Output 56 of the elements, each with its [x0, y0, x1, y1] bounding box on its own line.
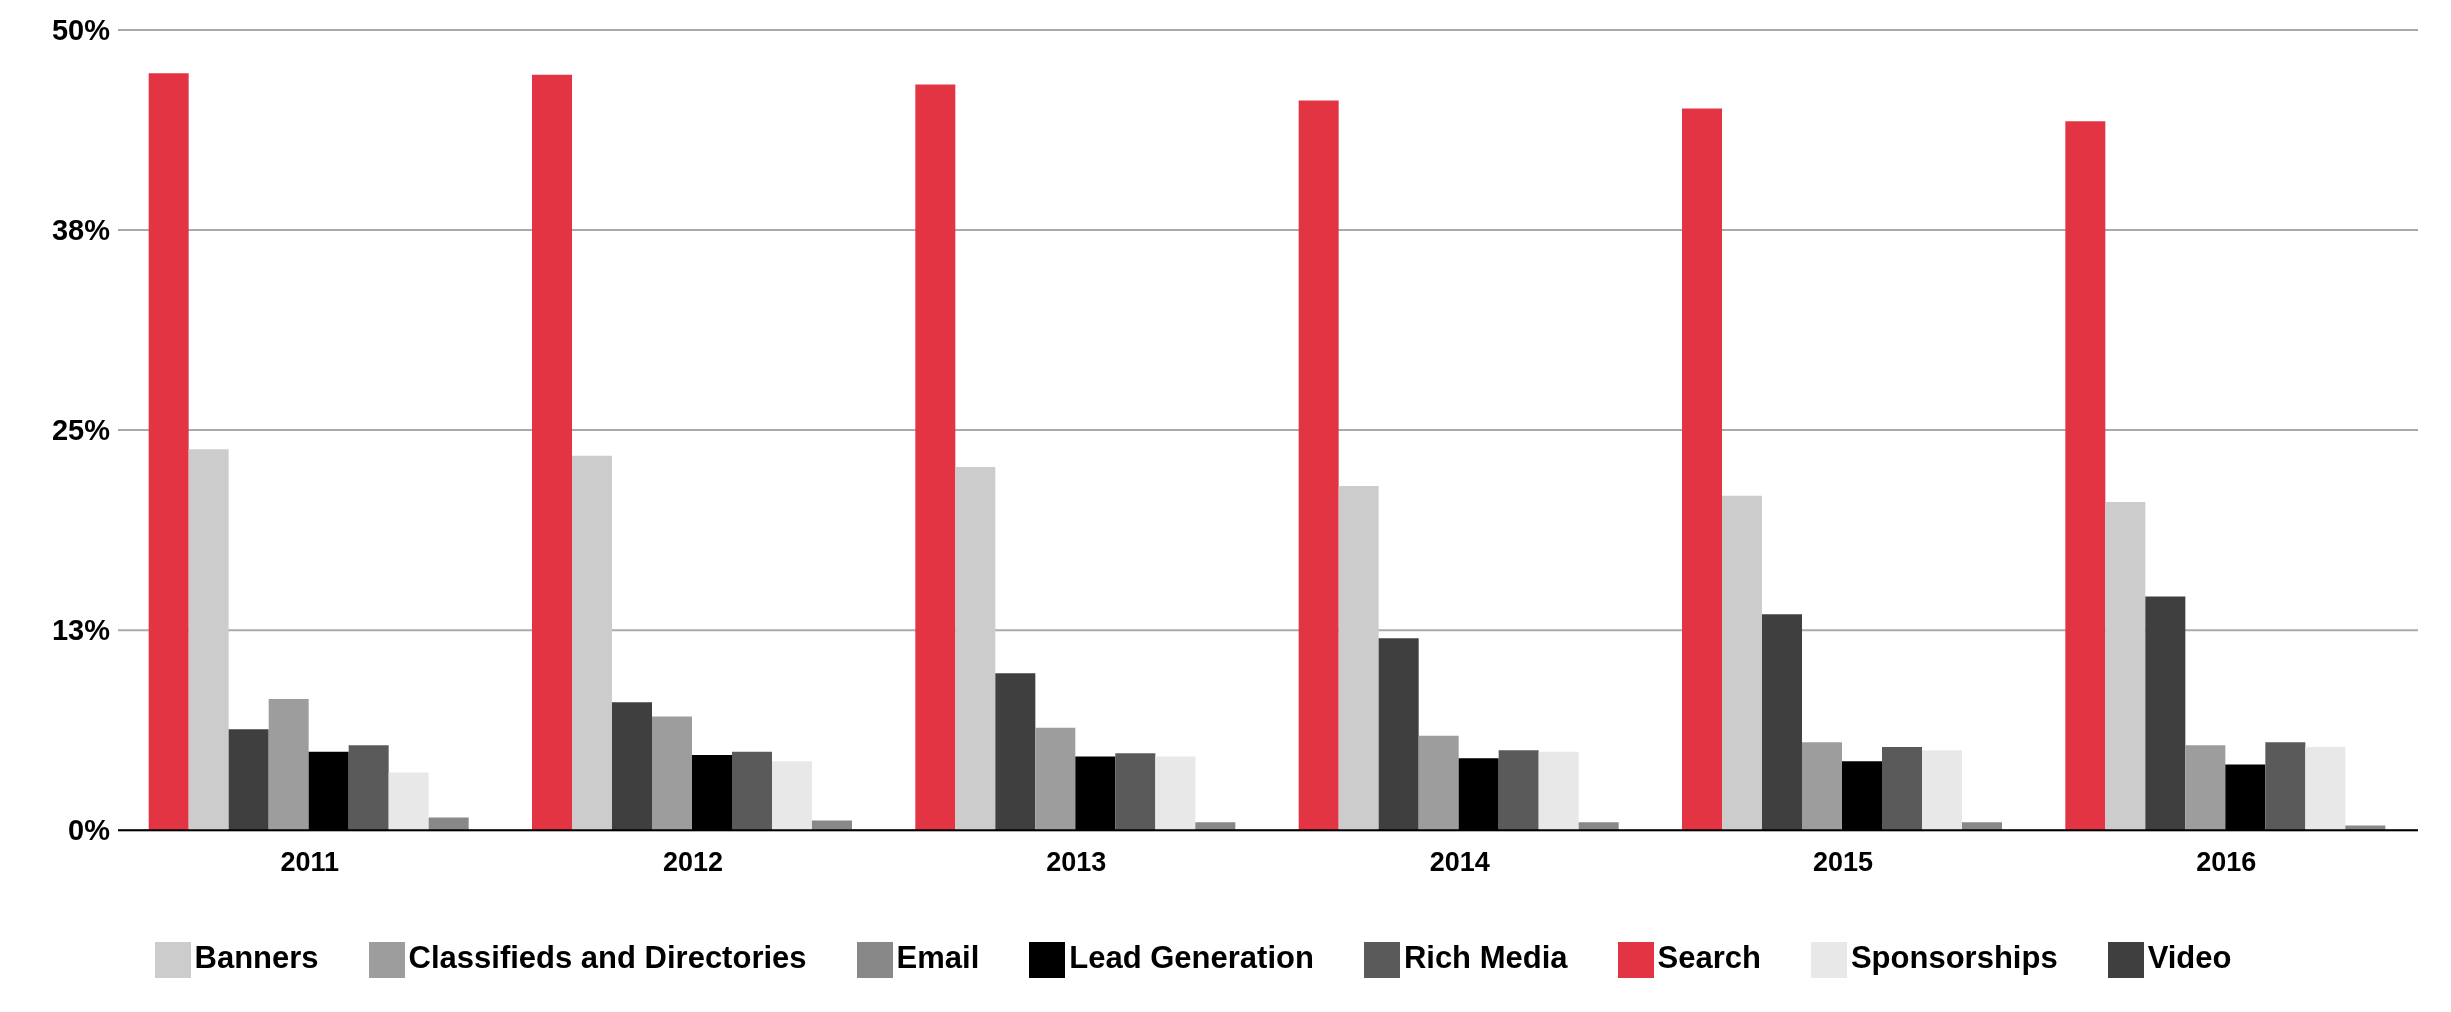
legend-label: Lead Generation: [1069, 940, 1314, 976]
bar: [915, 84, 956, 831]
legend-label: Video: [2147, 940, 2232, 976]
legend-label: Classifieds and Directories: [408, 940, 807, 976]
y-tick-label: 25%: [51, 414, 111, 447]
bar: [612, 702, 652, 831]
bar: [1498, 750, 1539, 831]
bar: [1722, 495, 1762, 831]
x-tick-label: 2011: [280, 847, 339, 878]
bar: [2185, 745, 2226, 831]
legend-label: Banners: [194, 940, 319, 976]
bar: [772, 761, 812, 831]
x-tick-label: 2012: [662, 847, 724, 878]
bar: [995, 673, 1036, 831]
bar: [1418, 735, 1459, 831]
bar: [268, 698, 309, 831]
bar: [1882, 746, 1922, 831]
y-tick-label: 50%: [51, 14, 111, 47]
bar: [1338, 486, 1379, 831]
bar: [1538, 751, 1579, 831]
bar: [1115, 753, 1156, 831]
x-tick-label: 2013: [1046, 847, 1107, 878]
bar: [572, 455, 612, 831]
legend-label: Search: [1657, 940, 1761, 976]
bar: [388, 772, 429, 831]
y-tick-label: 13%: [51, 614, 111, 647]
x-tick-label: 2016: [2196, 847, 2257, 878]
bar: [1298, 100, 1339, 831]
bar: [732, 751, 772, 831]
y-tick-label: 38%: [51, 214, 111, 247]
bar: [1035, 727, 1076, 831]
bar: [532, 74, 572, 831]
bar: [1155, 756, 1196, 831]
legend-label: Email: [896, 940, 980, 976]
bar: [2065, 121, 2106, 831]
bar: [2105, 502, 2146, 831]
bar: [228, 729, 269, 831]
legend-label: Sponsorships: [1850, 940, 2058, 976]
bar: [148, 73, 189, 831]
legend-label: Rich Media: [1403, 940, 1568, 976]
bar: [188, 449, 229, 831]
bar: [1682, 108, 1722, 831]
bar: [1802, 742, 1842, 831]
bar: [2305, 746, 2346, 831]
bar: [1922, 750, 1962, 831]
bar: [652, 716, 692, 831]
y-tick-label: 0%: [68, 814, 111, 847]
bar: [1762, 614, 1802, 831]
x-tick-label: 2015: [1812, 847, 1874, 878]
bar: [1378, 638, 1419, 831]
bar: [428, 817, 469, 831]
bar: [2145, 596, 2186, 831]
bar: [955, 466, 996, 831]
x-tick-label: 2014: [1429, 847, 1490, 878]
bar: [348, 745, 389, 831]
bar: [2265, 742, 2306, 831]
